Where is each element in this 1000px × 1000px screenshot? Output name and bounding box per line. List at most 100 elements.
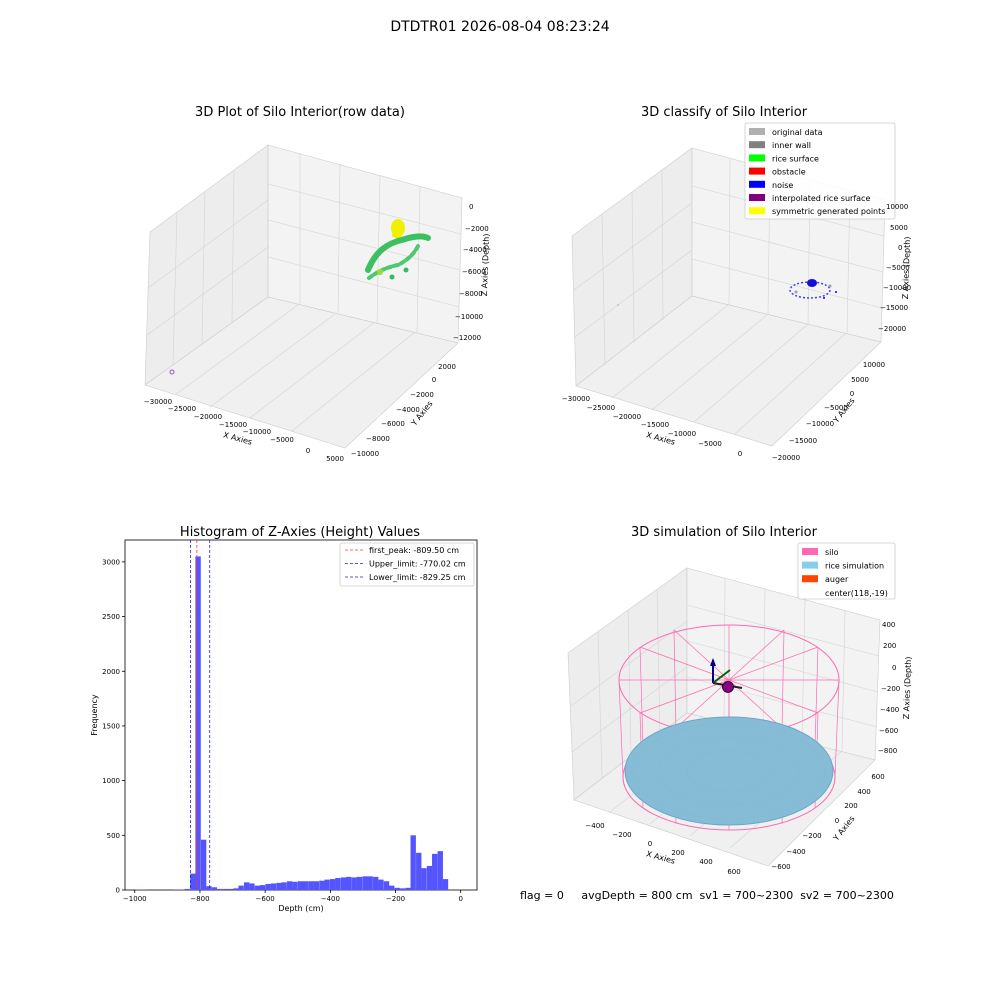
row-data-x-tick: −20000	[194, 413, 222, 421]
simulation-y-tick: 200	[844, 802, 857, 810]
histogram-bar	[367, 876, 373, 890]
legend-swatch	[802, 561, 818, 569]
legend-label: Upper_limit: -770.02 cm	[369, 560, 466, 569]
row-data-x-tick: −30000	[144, 398, 172, 406]
row-data-x-tick: −5000	[270, 436, 294, 444]
classify-y-tick: −10000	[806, 420, 834, 428]
status-footer: flag = 0 avgDepth = 800 cm sv1 = 700~230…	[520, 889, 894, 902]
row-data-z-tick: −8000	[459, 290, 483, 298]
histogram-y-tick-label: 1000	[102, 777, 120, 785]
legend-label: rice simulation	[825, 562, 884, 571]
histogram-bar	[211, 887, 218, 890]
simulation-z-tick: −200	[881, 685, 900, 693]
legend-label: noise	[772, 181, 793, 190]
histogram-y-tick-label: 500	[107, 832, 120, 840]
histogram-plot-area	[124, 539, 478, 891]
histogram-bar	[362, 876, 368, 890]
classify-z-tick: −15000	[880, 304, 908, 312]
histogram-y-tick-label: 0	[116, 887, 120, 895]
legend-label: rice surface	[772, 154, 819, 163]
histogram-bar	[383, 881, 390, 890]
row-data-z-tick: −2000	[465, 225, 489, 233]
histogram-x-tick-label: −600	[256, 895, 275, 903]
simulation-rice-surface	[624, 716, 834, 826]
histogram-title: Histogram of Z-Axies (Height) Values	[180, 525, 420, 540]
histogram-bar	[416, 852, 422, 890]
legend-swatch	[749, 154, 765, 162]
histogram-bar	[442, 879, 449, 890]
simulation-title: 3D simulation of Silo Interior	[631, 525, 818, 540]
classify-z-tick: −20000	[878, 325, 906, 333]
row-data-x-tick: 0	[306, 447, 310, 455]
legend-swatch	[802, 575, 818, 583]
histogram-bar	[373, 876, 379, 890]
classify-y-tick: −15000	[789, 437, 817, 445]
row-data-3d-box	[144, 144, 463, 449]
histogram-bar	[136, 889, 142, 890]
histogram-bar	[399, 888, 406, 890]
simulation-y-ticks: −600 −400 −200 0 200 400 600	[771, 773, 884, 871]
histogram-bar	[238, 885, 244, 890]
legend-label: symmetric generated points	[772, 207, 885, 216]
classify-x-tick: −15000	[641, 421, 669, 429]
simulation-z-tick: −800	[878, 747, 897, 755]
simulation-z-tick: −600	[879, 727, 898, 735]
histogram-y-ticks: 0 500 1000 1500 2000 2500 3000	[102, 558, 125, 895]
simulation-z-tick: 0	[892, 664, 896, 672]
panel-simulation: 3D simulation of Silo Interior	[567, 525, 913, 876]
histogram-bar	[259, 885, 266, 890]
classify-z-tick: −10000	[883, 284, 911, 292]
row-data-z-ticks: 0 −2000 −4000 −6000 −8000 −10000 −12000	[453, 203, 489, 342]
row-data-x-tick: −10000	[243, 428, 271, 436]
histogram-y-tick-label: 2500	[102, 613, 120, 621]
simulation-x-tick: 600	[727, 868, 740, 876]
row-data-x-tick: 5000	[326, 455, 344, 463]
histogram-bar	[426, 865, 433, 890]
histogram-bar	[173, 889, 180, 890]
row-data-z-tick: −4000	[463, 246, 487, 254]
histogram-y-tick-label: 1500	[102, 722, 120, 730]
histogram-bar	[405, 887, 411, 890]
legend-swatch	[749, 128, 765, 135]
panel-classify-title: 3D classify of Silo Interior	[641, 105, 808, 120]
simulation-x-ticks: −400 −200 0 200 400 600	[585, 822, 740, 876]
simulation-x-tick: −400	[585, 822, 604, 830]
row-data-y-ticks: −10000 −8000 −6000 −4000 −2000 0 2000	[351, 363, 456, 458]
histogram-bar	[351, 877, 357, 890]
histogram-bar	[389, 885, 395, 890]
panel-classify: 3D classify of Silo Interior	[562, 105, 912, 462]
histogram-x-tick-label: −800	[190, 895, 209, 903]
histogram-bar	[222, 888, 228, 890]
histogram-bar	[265, 883, 271, 890]
histogram-bar	[281, 882, 287, 890]
classify-z-label: Z Axies (Depth)	[901, 236, 912, 299]
classify-x-tick: −30000	[562, 395, 590, 403]
simulation-z-tick: −400	[880, 706, 899, 714]
simulation-x-tick: 0	[648, 840, 652, 848]
histogram-bar	[297, 881, 304, 890]
legend-label: Lower_limit: -829.25 cm	[369, 573, 466, 582]
row-data-y-tick: −6000	[381, 420, 405, 428]
histogram-bar	[276, 882, 282, 890]
row-data-x-ticks: −30000 −25000 −20000 −15000 −10000 −5000…	[144, 398, 344, 463]
classify-y-tick: 0	[850, 390, 854, 398]
classify-x-tick: −10000	[668, 430, 696, 438]
histogram-y-tick-label: 2000	[102, 668, 120, 676]
histogram-reference-lines	[190, 540, 211, 890]
simulation-y-tick: 0	[835, 817, 839, 825]
simulation-z-ticks: 400 200 0 −200 −400 −600 −800	[878, 621, 900, 755]
histogram-bar	[345, 876, 352, 890]
classify-y-tick: 10000	[863, 361, 885, 369]
classify-x-tick: −5000	[698, 440, 722, 448]
row-data-x-tick: −15000	[219, 421, 247, 429]
classify-z-ticks: 10000 5000 0 −5000 −10000 −15000 −20000	[878, 203, 911, 333]
classify-z-tick: −5000	[886, 264, 910, 272]
histogram-bar	[302, 881, 309, 890]
histogram-bar	[254, 885, 261, 890]
histogram-bar	[195, 556, 201, 890]
histogram-bar	[190, 873, 196, 890]
legend-label: center(118,-19)	[825, 589, 888, 598]
histogram-y-label: Frequency	[90, 694, 99, 736]
histogram-bar	[216, 888, 223, 890]
simulation-x-tick: 200	[671, 849, 684, 857]
